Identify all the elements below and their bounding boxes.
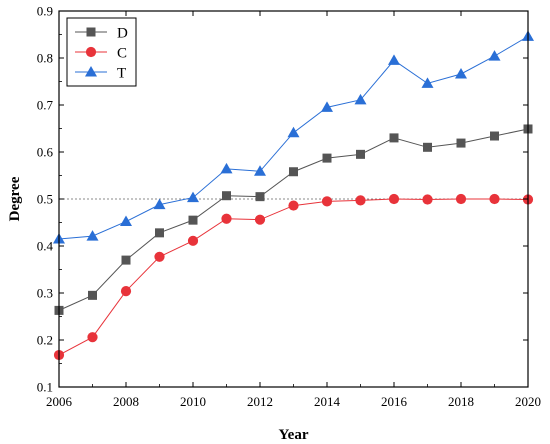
data-point-T [220, 162, 233, 174]
y-tick-label: 0.7 [37, 98, 54, 113]
series-line-C [58, 198, 529, 356]
x-tick-label: 2018 [448, 394, 474, 409]
x-tick-label: 2012 [247, 394, 273, 409]
data-point-T [120, 215, 132, 227]
data-point-T [86, 230, 99, 241]
x-axis-title: Year [279, 427, 309, 443]
y-tick-label: 0.8 [37, 51, 53, 66]
x-tick-label: 2010 [180, 394, 206, 409]
legend-label: T [117, 66, 126, 82]
y-tick-label: 0.9 [37, 4, 53, 19]
data-point-T [421, 77, 434, 88]
data-point-T [488, 50, 501, 61]
x-tick-label: 2016 [381, 394, 408, 409]
legend-label: C [117, 46, 127, 62]
y-tick-label: 0.2 [37, 333, 53, 348]
x-tick-label: 2006 [46, 394, 73, 409]
data-point-T [187, 191, 199, 203]
series-line-D [58, 128, 529, 311]
legend-marker [86, 27, 96, 37]
legend: DCT [66, 17, 137, 87]
x-tick-label: 2020 [515, 394, 541, 409]
legend-marker [85, 66, 97, 77]
series-line-T [58, 35, 529, 240]
x-axis-ticks: 2006 2008 2010 2012 2014 2016 2018 2020 [46, 11, 541, 409]
x-tick-label: 2008 [113, 394, 139, 409]
data-point-T [287, 126, 300, 138]
y-tick-label: 0.5 [37, 192, 53, 207]
legend-label: D [117, 26, 128, 42]
data-point-T [455, 67, 467, 79]
y-tick-label: 0.3 [37, 286, 53, 301]
legend-marker [85, 46, 97, 58]
y-tick-label: 0.1 [37, 380, 53, 395]
y-tick-label: 0.4 [37, 239, 54, 254]
y-tick-label: 0.6 [37, 145, 54, 160]
y-axis-ticks: 0.1 0.2 0.3 0.4 0.5 0.6 0.7 0.8 0.9 [37, 4, 528, 395]
y-axis-title: Degree [7, 176, 23, 221]
x-tick-label: 2014 [314, 394, 341, 409]
